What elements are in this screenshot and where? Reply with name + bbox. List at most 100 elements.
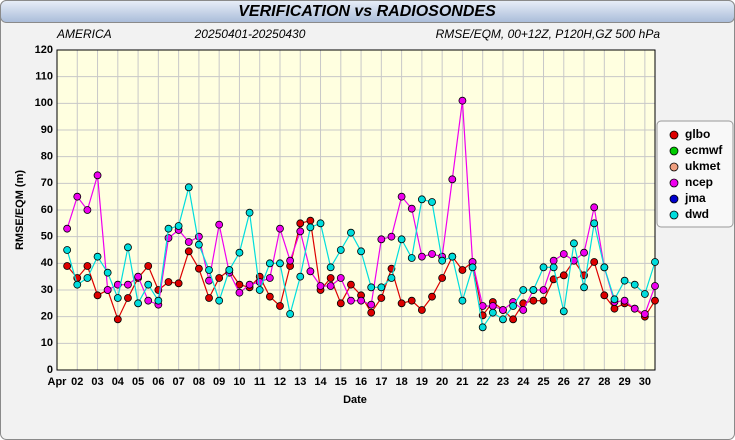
- data-point: [590, 203, 599, 212]
- x-axis-label: Date: [343, 394, 367, 406]
- data-point: [83, 262, 92, 270]
- data-point: [549, 256, 558, 265]
- data-point: [651, 296, 659, 305]
- data-point: [103, 286, 112, 294]
- legend-label: dwd: [685, 207, 709, 221]
- data-point: [397, 192, 406, 201]
- legend-marker: [669, 210, 679, 220]
- data-point: [184, 183, 193, 192]
- legend-label: ukmet: [685, 159, 720, 173]
- x-tick-label: 14: [314, 376, 327, 388]
- legend-marker: [669, 178, 679, 188]
- data-point: [438, 256, 447, 265]
- x-tick-label: 21: [456, 376, 468, 388]
- y-tick-label: 90: [41, 124, 53, 136]
- data-point: [93, 291, 102, 300]
- data-point: [215, 274, 224, 282]
- y-tick-label: 60: [41, 204, 53, 216]
- data-point: [559, 307, 568, 316]
- data-point: [458, 96, 467, 105]
- data-point: [428, 250, 436, 258]
- data-point: [205, 266, 213, 274]
- data-point: [326, 263, 335, 272]
- data-point: [478, 302, 487, 310]
- data-point: [276, 259, 284, 268]
- data-point: [559, 271, 568, 280]
- data-point: [590, 258, 599, 266]
- data-point: [73, 192, 82, 201]
- data-point: [499, 315, 507, 324]
- data-point: [205, 294, 213, 302]
- data-point: [570, 239, 578, 248]
- data-point: [610, 295, 619, 304]
- data-point: [63, 262, 72, 270]
- x-tick-label: 10: [233, 376, 245, 388]
- data-point: [458, 296, 467, 305]
- data-point: [377, 283, 386, 292]
- data-point: [245, 208, 254, 217]
- data-point: [468, 263, 477, 272]
- data-point: [539, 263, 548, 272]
- data-point: [93, 171, 102, 180]
- data-point: [448, 252, 457, 261]
- data-point: [529, 296, 538, 305]
- data-point: [215, 296, 224, 305]
- data-point: [154, 296, 163, 305]
- y-tick-label: 20: [41, 311, 53, 323]
- y-tick-label: 50: [41, 231, 53, 243]
- data-point: [326, 282, 335, 290]
- data-point: [265, 259, 274, 268]
- data-point: [215, 220, 224, 229]
- data-point: [124, 243, 132, 252]
- data-point: [103, 268, 112, 277]
- data-point: [549, 263, 558, 272]
- x-tick-label: 12: [274, 376, 286, 388]
- data-point: [347, 280, 355, 289]
- x-tick-label: 07: [173, 376, 185, 388]
- y-tick-label: 70: [41, 177, 53, 189]
- legend-marker: [669, 130, 679, 140]
- data-point: [347, 296, 355, 305]
- legend-label: ecmwf: [685, 143, 723, 157]
- data-point: [387, 232, 396, 241]
- legend-label: glbo: [685, 127, 710, 141]
- data-point: [134, 299, 142, 308]
- data-point: [326, 274, 335, 282]
- legend-label: ncep: [685, 175, 713, 189]
- data-point: [397, 299, 406, 308]
- data-point: [113, 294, 122, 302]
- data-point: [407, 254, 416, 262]
- data-point: [630, 280, 639, 289]
- data-point: [144, 280, 153, 289]
- data-point: [509, 315, 518, 324]
- data-point: [367, 300, 376, 309]
- data-point: [407, 296, 416, 305]
- data-point: [316, 282, 325, 290]
- data-point: [296, 272, 305, 281]
- data-point: [347, 228, 355, 237]
- data-point: [194, 240, 203, 249]
- x-tick-label: Apr: [48, 376, 68, 388]
- data-point: [164, 224, 173, 233]
- data-point: [559, 250, 568, 258]
- data-point: [63, 246, 72, 254]
- data-point: [265, 292, 274, 301]
- data-point: [306, 216, 315, 225]
- data-point: [336, 299, 345, 308]
- data-point: [651, 258, 659, 266]
- data-point: [438, 274, 447, 282]
- data-point: [174, 279, 183, 288]
- data-point: [164, 234, 173, 242]
- x-tick-label: 20: [436, 376, 448, 388]
- legend-marker: [669, 194, 679, 204]
- data-point: [276, 302, 284, 310]
- x-tick-label: 17: [375, 376, 387, 388]
- data-point: [397, 235, 406, 244]
- data-point: [640, 290, 649, 298]
- data-point: [580, 283, 588, 292]
- data-point: [336, 274, 345, 282]
- x-tick-label: 16: [355, 376, 367, 388]
- y-tick-label: 30: [41, 284, 53, 296]
- data-point: [499, 306, 507, 314]
